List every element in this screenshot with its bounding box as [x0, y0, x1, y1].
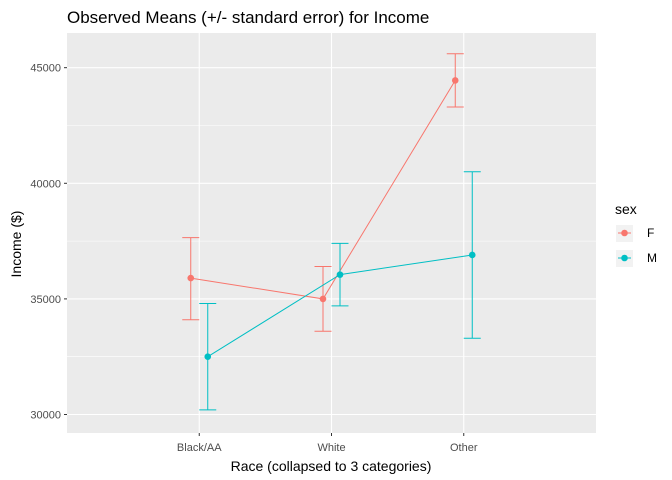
data-point	[451, 77, 459, 84]
y-axis-title: Income ($)	[8, 211, 24, 278]
series-M	[199, 171, 481, 411]
legend-item-F: F	[616, 225, 654, 242]
data-point	[336, 271, 344, 278]
x-axis-title: Race (collapsed to 3 categories)	[231, 458, 432, 474]
legend: sex FM	[615, 201, 657, 267]
y-axis: 30000 35000 40000 45000	[30, 63, 67, 422]
legend-label: M	[647, 251, 657, 265]
y-tick-label: 45000	[30, 63, 61, 75]
legend-label: F	[647, 226, 654, 240]
chart-title: Observed Means (+/- standard error) for …	[67, 8, 429, 27]
data-point	[468, 251, 476, 259]
x-tick-label: Black/AA	[177, 442, 222, 454]
y-tick-label: 40000	[30, 178, 61, 190]
major-gridlines	[67, 33, 596, 433]
x-tick-label: Other	[450, 442, 478, 454]
y-tick-label: 35000	[30, 294, 61, 306]
data-point	[187, 274, 195, 282]
x-tick-label: White	[317, 442, 345, 454]
data-point	[204, 353, 212, 360]
series-layer	[182, 53, 481, 411]
legend-key-point	[621, 229, 628, 237]
series-F	[182, 53, 464, 332]
legend-title: sex	[615, 201, 637, 217]
legend-item-M: M	[616, 250, 657, 267]
y-tick-label: 30000	[30, 410, 61, 422]
legend-key-point	[621, 254, 628, 262]
x-axis: Black/AA White Other	[177, 433, 478, 454]
data-point	[319, 295, 327, 303]
